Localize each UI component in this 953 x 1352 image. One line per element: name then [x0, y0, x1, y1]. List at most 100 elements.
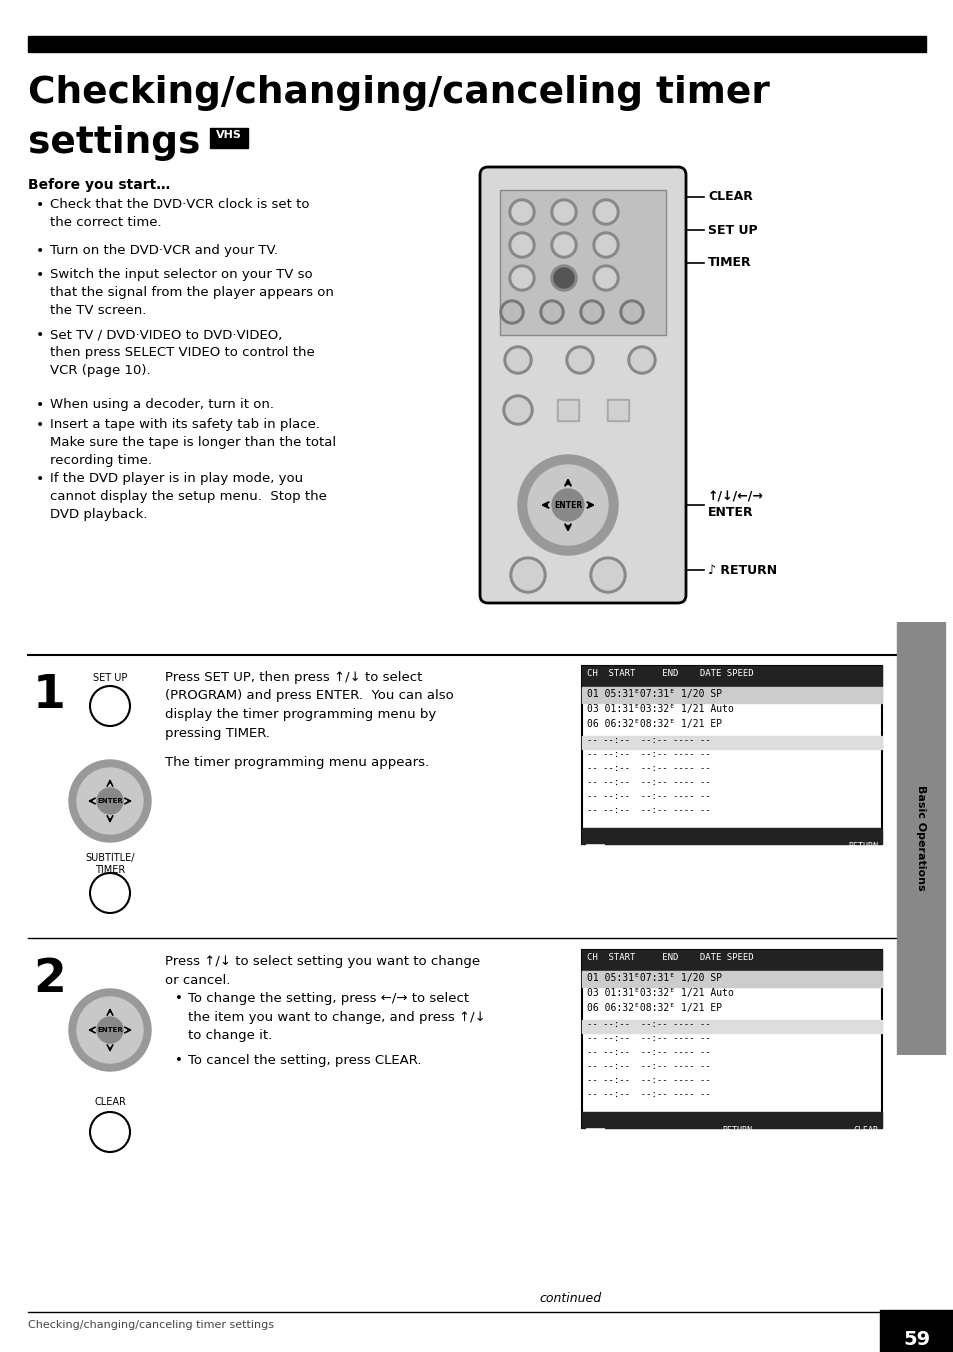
Text: ENTER: ENTER — [97, 798, 123, 804]
Circle shape — [554, 235, 574, 256]
Text: VHS: VHS — [215, 130, 242, 141]
Text: 03 01:31ᴱ03:32ᴱ 1/21 Auto: 03 01:31ᴱ03:32ᴱ 1/21 Auto — [586, 704, 733, 714]
Circle shape — [527, 465, 607, 545]
Text: -- --:--  --:-- ---- --: -- --:-- --:-- ---- -- — [586, 806, 710, 815]
Circle shape — [499, 300, 523, 324]
Text: 03 01:31ᴱ03:32ᴱ 1/21 Auto: 03 01:31ᴱ03:32ᴱ 1/21 Auto — [586, 988, 733, 998]
Circle shape — [582, 303, 600, 320]
Text: 06 06:32ᴱ08:32ᴱ 1/21 EP: 06 06:32ᴱ08:32ᴱ 1/21 EP — [586, 719, 721, 729]
Bar — [210, 128, 248, 147]
Text: -- --:--  --:-- ---- --: -- --:-- --:-- ---- -- — [586, 1019, 710, 1029]
Bar — [581, 687, 882, 703]
Text: -- --:--  --:-- ---- --: -- --:-- --:-- ---- -- — [586, 1034, 710, 1042]
Text: When using a decoder, turn it on.: When using a decoder, turn it on. — [50, 397, 274, 411]
Bar — [581, 1019, 882, 1033]
Text: continued: continued — [538, 1293, 600, 1305]
Circle shape — [627, 346, 656, 375]
Bar — [879, 1310, 953, 1352]
Text: ENTER: ENTER — [554, 500, 581, 510]
Bar — [581, 667, 882, 685]
Circle shape — [502, 303, 520, 320]
Circle shape — [505, 397, 530, 422]
Text: CH  START     END    DATE SPEED: CH START END DATE SPEED — [586, 953, 753, 963]
Circle shape — [77, 996, 143, 1063]
Text: •: • — [36, 418, 44, 433]
Circle shape — [90, 1111, 130, 1152]
Circle shape — [551, 265, 577, 291]
Text: -- --:--  --:-- ---- --: -- --:-- --:-- ---- -- — [586, 792, 710, 800]
Bar — [28, 37, 925, 51]
Circle shape — [513, 560, 542, 589]
Text: Before you start…: Before you start… — [28, 178, 170, 192]
Circle shape — [554, 268, 574, 288]
Text: -- --:--  --:-- ---- --: -- --:-- --:-- ---- -- — [586, 777, 710, 787]
Text: •: • — [174, 992, 183, 1005]
Text: •: • — [36, 397, 44, 412]
Text: CLEAR: CLEAR — [852, 1126, 877, 1134]
Text: ↑/↓/←/→
ENTER: ↑/↓/←/→ ENTER — [707, 491, 763, 519]
Circle shape — [506, 349, 529, 370]
Circle shape — [510, 557, 545, 594]
Text: -- --:--  --:-- ---- --: -- --:-- --:-- ---- -- — [586, 750, 710, 758]
Text: TIMER: TIMER — [707, 257, 751, 269]
Text: Insert a tape with its safety tab in place.
Make sure the tape is longer than th: Insert a tape with its safety tab in pla… — [50, 418, 335, 466]
Circle shape — [512, 201, 532, 222]
Bar — [581, 1111, 882, 1128]
Circle shape — [593, 560, 622, 589]
Circle shape — [539, 300, 563, 324]
Circle shape — [69, 990, 151, 1071]
Text: -- --:--  --:-- ---- --: -- --:-- --:-- ---- -- — [586, 1076, 710, 1086]
Circle shape — [596, 268, 616, 288]
Circle shape — [77, 768, 143, 834]
Text: •: • — [174, 1055, 183, 1067]
Text: Set TV / DVD·VIDEO to DVD·VIDEO,
then press SELECT VIDEO to control the
VCR (pag: Set TV / DVD·VIDEO to DVD·VIDEO, then pr… — [50, 329, 314, 377]
Circle shape — [565, 346, 594, 375]
FancyBboxPatch shape — [479, 168, 685, 603]
Circle shape — [551, 233, 577, 258]
Bar — [581, 667, 882, 844]
Circle shape — [509, 199, 535, 224]
Text: Basic Operations: Basic Operations — [915, 786, 925, 891]
Bar — [606, 399, 628, 420]
Bar — [581, 827, 882, 844]
Circle shape — [512, 268, 532, 288]
Text: ♪ RETURN: ♪ RETURN — [707, 564, 777, 576]
Circle shape — [593, 199, 618, 224]
Text: CLEAR: CLEAR — [707, 191, 752, 204]
Text: 59: 59 — [902, 1330, 929, 1349]
Circle shape — [503, 346, 532, 375]
Text: 01 05:31ᴱ07:31ᴱ 1/20 SP: 01 05:31ᴱ07:31ᴱ 1/20 SP — [586, 690, 721, 699]
Circle shape — [509, 233, 535, 258]
Text: To change the setting, press ←/→ to select
the item you want to change, and pres: To change the setting, press ←/→ to sele… — [188, 992, 485, 1042]
Text: CH  START     END    DATE SPEED: CH START END DATE SPEED — [586, 669, 753, 677]
Circle shape — [502, 395, 533, 425]
Text: •: • — [36, 329, 44, 342]
Text: •: • — [36, 472, 44, 485]
Circle shape — [589, 557, 625, 594]
Circle shape — [593, 233, 618, 258]
Circle shape — [90, 685, 130, 726]
Text: RETURN: RETURN — [721, 1126, 751, 1134]
Circle shape — [512, 235, 532, 256]
Circle shape — [551, 199, 577, 224]
Text: settings: settings — [28, 124, 226, 161]
Circle shape — [593, 265, 618, 291]
Text: SUBTITLE/
TIMER: SUBTITLE/ TIMER — [85, 853, 134, 875]
Bar — [557, 399, 578, 420]
Text: -- --:--  --:-- ---- --: -- --:-- --:-- ---- -- — [586, 764, 710, 773]
Text: -- --:--  --:-- ---- --: -- --:-- --:-- ---- -- — [586, 735, 710, 745]
Text: Check that the DVD·VCR clock is set to
the correct time.: Check that the DVD·VCR clock is set to t… — [50, 197, 309, 228]
Text: 01 05:31ᴱ07:31ᴱ 1/20 SP: 01 05:31ᴱ07:31ᴱ 1/20 SP — [586, 973, 721, 983]
Circle shape — [517, 456, 618, 556]
Circle shape — [97, 788, 123, 814]
Circle shape — [568, 349, 590, 370]
Bar — [581, 735, 882, 749]
Text: •: • — [36, 243, 44, 258]
Circle shape — [596, 201, 616, 222]
Bar — [581, 950, 882, 969]
Text: -- --:--  --:-- ---- --: -- --:-- --:-- ---- -- — [586, 1048, 710, 1057]
Bar — [558, 402, 577, 419]
Text: 06 06:32ᴱ08:32ᴱ 1/21 EP: 06 06:32ᴱ08:32ᴱ 1/21 EP — [586, 1003, 721, 1013]
Text: Turn on the DVD·VCR and your TV.: Turn on the DVD·VCR and your TV. — [50, 243, 277, 257]
Text: If the DVD player is in play mode, you
cannot display the setup menu.  Stop the
: If the DVD player is in play mode, you c… — [50, 472, 327, 521]
